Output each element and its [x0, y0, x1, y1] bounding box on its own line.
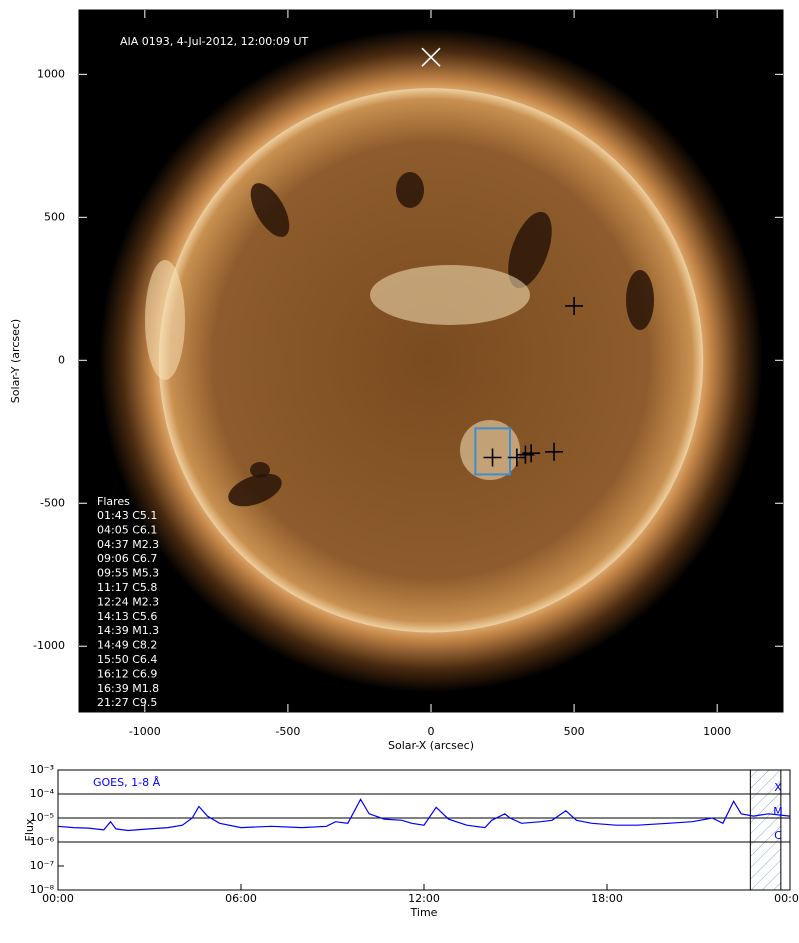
y-axis-label: Solar-Y (arcsec) [9, 319, 22, 403]
solar-disk [158, 88, 704, 633]
y-tick-label: 1000 [37, 67, 65, 80]
y-tick-label: -1000 [33, 639, 65, 652]
flare-entry: 16:12 C6.9 [97, 667, 157, 680]
coronal-hole [228, 473, 282, 507]
marker [507, 448, 526, 467]
marker [421, 47, 441, 67]
y-tick-label: 10⁻⁶ [30, 835, 55, 848]
flare-entry: 12:24 M2.3 [97, 595, 159, 608]
level-label: M [773, 805, 783, 818]
region-box [474, 427, 511, 476]
y-tick-label: 10⁻⁸ [30, 883, 55, 896]
annotation: AIA 0193, 4-Jul-2012, 12:00:09 UT [120, 35, 309, 48]
marker [483, 448, 502, 467]
x-tick-label: 00:00 [774, 892, 799, 905]
coronal-hole [396, 172, 424, 208]
flare-entry: 14:49 C8.2 [97, 639, 157, 652]
axes-frame [57, 769, 791, 891]
marker [522, 444, 541, 463]
y-tick-label: 10⁻⁴ [30, 787, 55, 800]
legend-title: Flares [97, 495, 130, 508]
y-tick-label: -500 [40, 496, 65, 509]
series-clip [58, 798, 790, 832]
flux-line [58, 798, 790, 832]
flare-entry: 09:06 C6.7 [97, 552, 157, 565]
y-tick-label: 10⁻³ [30, 763, 54, 776]
flare-entry: 22:09 M4.6 [97, 711, 159, 724]
x-tick-label: 18:00 [591, 892, 623, 905]
level-label: X [774, 781, 782, 794]
x-axis-label: Time [410, 906, 438, 919]
image-panel: AIA 0193, 4-Jul-2012, 12:00:09 UTFlares0… [79, 10, 783, 724]
flare-entry: 21:27 C9.5 [97, 696, 157, 709]
marker [565, 296, 584, 315]
y-tick-label: 10⁻⁵ [30, 811, 54, 824]
flare-entry: 04:05 C6.1 [97, 523, 157, 536]
x-tick-label: -500 [275, 725, 300, 738]
coronal-hole [508, 211, 552, 289]
y-tick-label: 500 [44, 210, 65, 223]
x-tick-label: 06:00 [225, 892, 257, 905]
flare-entry: 14:13 C5.6 [97, 610, 157, 623]
coronal-hole [250, 183, 290, 237]
x-axis-label: Solar-X (arcsec) [388, 739, 474, 752]
y-tick-label: 10⁻⁷ [30, 859, 54, 872]
x-tick-label: 12:00 [408, 892, 440, 905]
flare-entry: 14:39 M1.3 [97, 624, 159, 637]
flare-entry: 11:17 C5.8 [97, 581, 157, 594]
x-tick-label: -1000 [129, 725, 161, 738]
coronal-hole [250, 462, 270, 478]
flare-entry: 09:55 M5.3 [97, 567, 159, 580]
active-region [370, 265, 530, 325]
x-tick-label: 500 [564, 725, 585, 738]
flare-entry: 01:43 C5.1 [97, 509, 157, 522]
x-tick-label: 0 [428, 725, 435, 738]
x-tick-label: 00:00 [42, 892, 74, 905]
active-region [145, 260, 185, 380]
x-tick-label: 1000 [703, 725, 731, 738]
y-axis-label: Flux [23, 818, 36, 841]
flare-entry: 15:50 C6.4 [97, 653, 157, 666]
flare-entry: 16:39 M1.8 [97, 682, 159, 695]
flare-entry: 04:37 M2.3 [97, 538, 159, 551]
marker [545, 442, 564, 461]
level-label: C [774, 829, 782, 842]
coronal-hole [626, 270, 654, 330]
y-tick-label: 0 [58, 353, 65, 366]
series-label: GOES, 1-8 Å [93, 776, 161, 789]
